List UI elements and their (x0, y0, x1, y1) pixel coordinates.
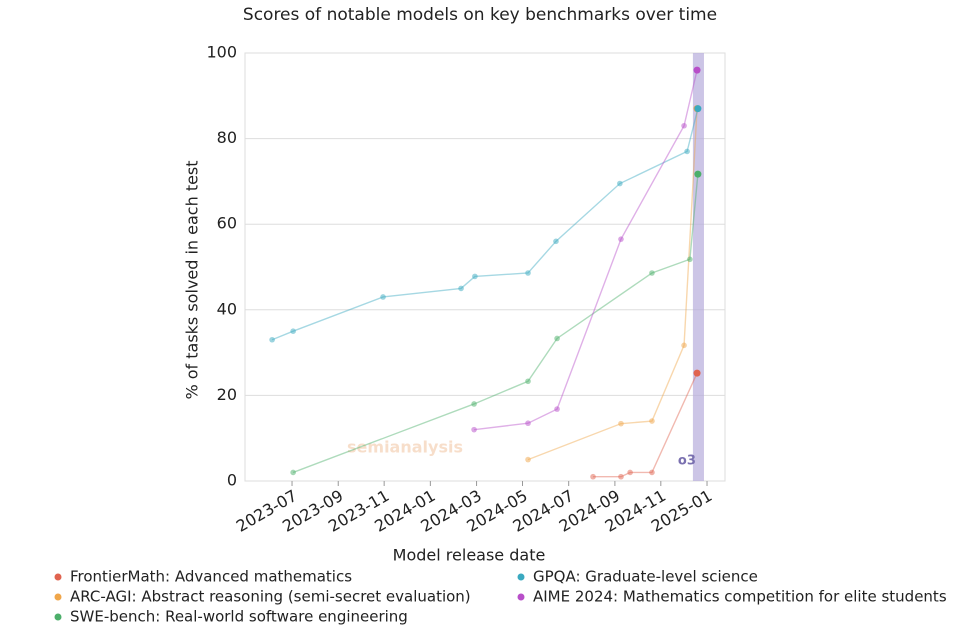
data-point (649, 469, 655, 476)
data-point (694, 105, 702, 113)
highlight-band (692, 53, 704, 481)
y-tick-label: 40 (217, 299, 237, 318)
data-point (681, 122, 687, 129)
data-point (693, 66, 701, 74)
legend-label: AIME 2024: Mathematics competition for e… (533, 588, 947, 606)
data-point (617, 180, 623, 187)
data-point (618, 236, 624, 242)
legend-marker (517, 593, 525, 601)
data-point (649, 418, 655, 424)
series-line (527, 108, 698, 461)
series-line (271, 108, 699, 341)
series-line (473, 69, 698, 431)
legend-marker (517, 573, 525, 581)
data-point (684, 148, 690, 155)
legend-label: FrontierMath: Advanced mathematics (70, 568, 352, 586)
data-point (627, 469, 633, 476)
annotation: o3 (678, 454, 696, 469)
y-tick-label: 100 (206, 43, 237, 62)
data-point (649, 270, 655, 276)
data-point (553, 238, 559, 245)
chart-title: Scores of notable models on key benchmar… (243, 5, 717, 25)
data-point (290, 328, 296, 335)
data-point (618, 420, 624, 427)
data-point (590, 473, 596, 480)
y-tick-label: 20 (217, 385, 237, 404)
data-point (525, 378, 531, 385)
data-point (694, 170, 702, 178)
legend-label: SWE-bench: Real-world software engineeri… (70, 608, 408, 626)
data-point (693, 369, 701, 377)
data-point (269, 336, 275, 343)
legend-marker (54, 593, 62, 601)
y-tick-label: 0 (227, 471, 237, 490)
legend-marker (54, 613, 62, 621)
legend-label: GPQA: Graduate-level science (533, 568, 758, 586)
data-point (471, 401, 477, 407)
y-tick-label: 80 (217, 128, 237, 147)
data-point (525, 420, 531, 427)
data-point (687, 256, 693, 263)
data-point (458, 285, 464, 292)
data-point (618, 473, 624, 480)
data-point (554, 335, 560, 342)
y-tick-label: 60 (217, 214, 237, 233)
x-axis-label: Model release date (393, 546, 546, 565)
watermark: semianalysis (347, 438, 463, 457)
data-point (472, 273, 478, 280)
plot-frame (244, 52, 726, 482)
legend-label: ARC-AGI: Abstract reasoning (semi-secret… (70, 588, 471, 606)
data-point (525, 270, 531, 276)
data-point (290, 469, 296, 476)
legend-marker (54, 573, 62, 581)
data-point (471, 426, 477, 433)
data-point (681, 342, 687, 349)
y-axis-label: % of tasks solved in each test (183, 160, 202, 399)
data-point (554, 406, 560, 412)
data-point (525, 456, 531, 463)
data-point (380, 294, 386, 300)
